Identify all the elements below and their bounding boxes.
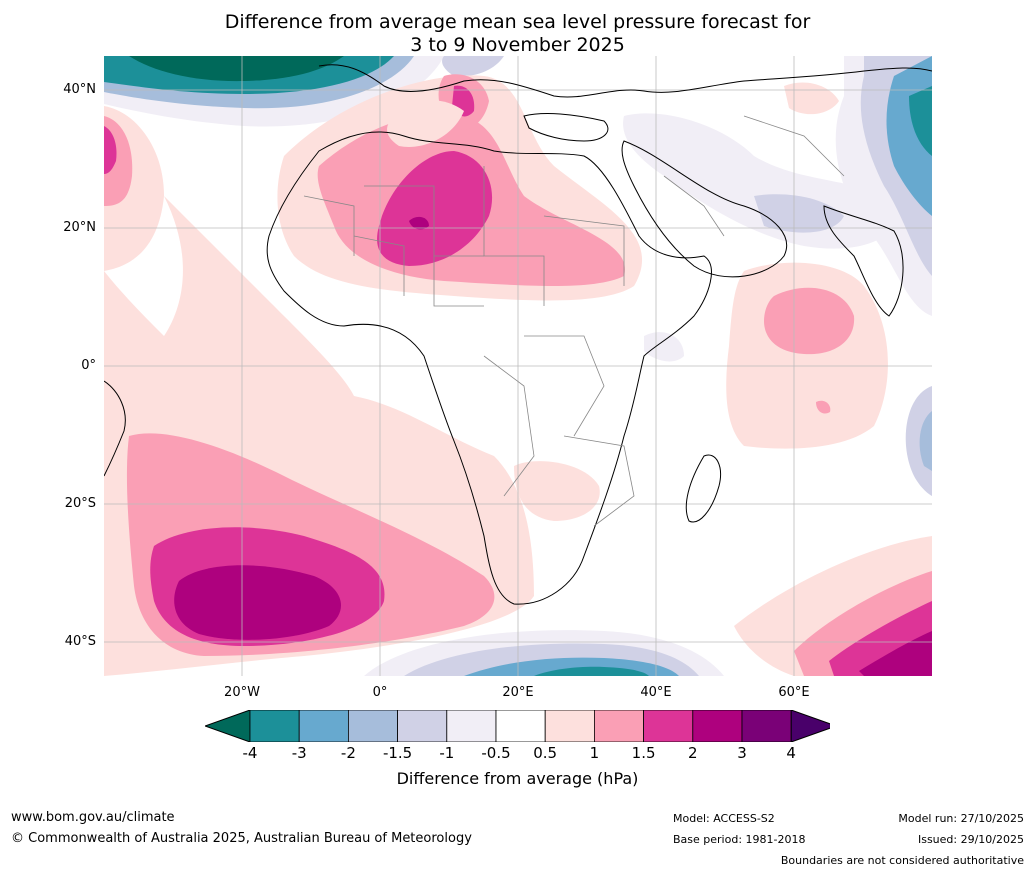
colorbar-segment	[298, 710, 349, 742]
lon-label-60e: 60°E	[778, 685, 810, 700]
footer-url: www.bom.gov.au/climate	[11, 810, 175, 825]
lat-label-20s: 20°S	[64, 496, 96, 511]
colorbar-segment	[741, 710, 792, 742]
map-title-line-2: 3 to 9 November 2025	[410, 34, 625, 56]
colorbar-tick-label: 4	[786, 744, 796, 762]
colorbar-tick-label: -1.5	[382, 744, 413, 762]
lat-label-0: 0°	[81, 358, 96, 373]
lat-label-40n: 40°N	[63, 82, 96, 97]
footer-model-run: Model run: 27/10/2025	[898, 812, 1024, 825]
colorbar-tick-label: -0.5	[481, 744, 511, 762]
colorbar-tick-label: 1	[589, 744, 600, 762]
colorbar-segment	[397, 710, 448, 742]
pressure-anomaly-map	[104, 56, 932, 676]
colorbar-tick-label: 2	[688, 744, 698, 762]
colorbar-label: Difference from average (hPa)	[396, 769, 639, 788]
colorbar-segment	[347, 710, 398, 742]
colorbar-tick-label: -4	[242, 744, 258, 762]
colorbar-extend-high	[790, 710, 830, 742]
map-title-line-1: Difference from average mean sea level p…	[224, 11, 811, 33]
graticule	[104, 56, 932, 676]
colorbar-tick-label: 0.5	[533, 744, 558, 762]
colorbar-segment	[544, 710, 595, 742]
colorbar-segment	[495, 710, 546, 742]
footer-model: Model: ACCESS-S2	[673, 812, 775, 825]
colorbar-extend-low	[205, 710, 251, 742]
colorbar-segment	[446, 710, 497, 742]
colorbar-tick-label: -1	[439, 744, 455, 762]
colorbar-tick-label: -3	[291, 744, 307, 762]
colorbar-tick-label: 3	[737, 744, 747, 762]
footer-issued: Issued: 29/10/2025	[917, 833, 1024, 846]
colorbar	[205, 710, 830, 742]
lon-label-0: 0°	[372, 685, 388, 700]
colorbar-tick-label: 1.5	[631, 744, 656, 762]
colorbar-segment	[593, 710, 644, 742]
colorbar-segment	[643, 710, 694, 742]
country-boundaries	[303, 115, 845, 527]
colorbar-segment	[692, 710, 743, 742]
lon-label-20e: 20°E	[502, 685, 534, 700]
footer-copyright: © Commonwealth of Australia 2025, Austra…	[11, 831, 472, 846]
lon-label-20w: 20°W	[224, 685, 260, 700]
lat-label-40s: 40°S	[64, 634, 96, 649]
colorbar-segment	[249, 710, 300, 742]
colorbar-tick-label: -2	[340, 744, 356, 762]
positive-anomaly-regions	[104, 74, 932, 676]
lat-label-20n: 20°N	[63, 220, 96, 235]
negative-anomaly-regions	[104, 56, 932, 676]
footer-base-period: Base period: 1981-2018	[673, 833, 806, 846]
footer-boundaries: Boundaries are not considered authoritat…	[780, 854, 1024, 867]
lon-label-40e: 40°E	[640, 685, 672, 700]
coastlines	[104, 64, 932, 605]
